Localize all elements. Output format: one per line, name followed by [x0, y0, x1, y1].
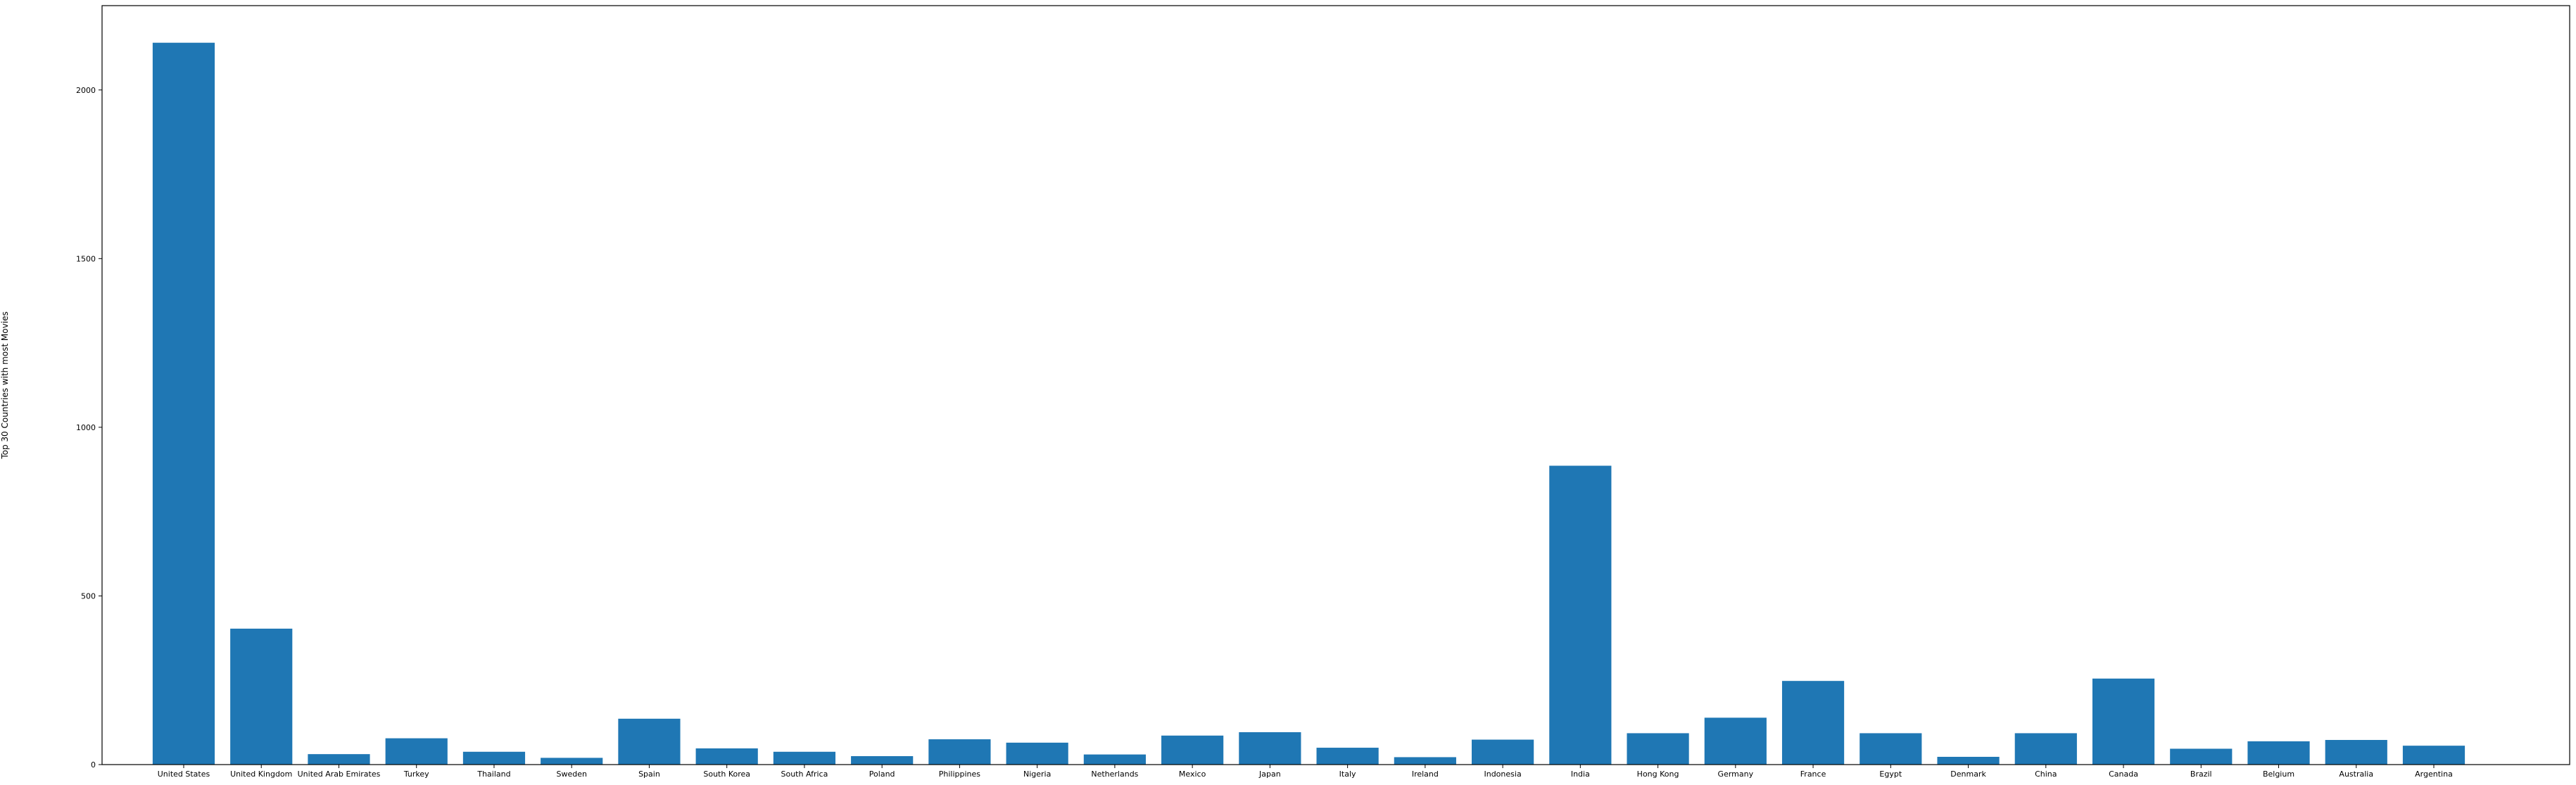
x-tick-label: Canada	[2109, 770, 2138, 779]
x-tick-label: Belgium	[2263, 770, 2294, 779]
bar-nigeria	[1006, 742, 1068, 765]
bar-poland	[851, 756, 914, 765]
bar-egypt	[1860, 733, 1922, 765]
x-tick-label: Italy	[1339, 770, 1356, 779]
bar-argentina	[2402, 746, 2465, 765]
bar-italy	[1316, 748, 1379, 765]
x-tick-label: Thailand	[476, 770, 510, 779]
bar-south-korea	[695, 748, 758, 765]
bar-mexico	[1161, 735, 1224, 765]
bar-australia	[2325, 740, 2387, 765]
bar-netherlands	[1083, 754, 1146, 765]
bar-japan	[1239, 732, 1301, 765]
bar-hong-kong	[1627, 733, 1689, 765]
bar-thailand	[462, 751, 526, 765]
bar-germany	[1704, 717, 1767, 765]
x-tick-label: France	[1800, 770, 1826, 779]
x-tick-label: Australia	[2339, 770, 2373, 779]
bar-united-kingdom	[230, 628, 293, 765]
y-axis-ticks: 0 500 1000 1500 2000	[76, 86, 102, 770]
x-tick-label: Nigeria	[1023, 770, 1051, 779]
bar-sweden	[541, 758, 603, 765]
x-tick-label: Sweden	[556, 770, 586, 779]
x-tick-label: Spain	[638, 770, 660, 779]
x-tick-label: Ireland	[1412, 770, 1439, 779]
x-tick-label: United States	[158, 770, 210, 779]
bars-group	[152, 42, 2465, 765]
x-tick-label: Mexico	[1179, 770, 1206, 779]
x-tick-label: Hong Kong	[1637, 770, 1679, 779]
bar-south-africa	[773, 751, 836, 765]
bar-united-states	[152, 42, 215, 765]
y-tick-label: 500	[81, 591, 96, 601]
x-axis-ticks: United States United Kingdom United Arab E…	[158, 765, 2453, 779]
x-tick-label: China	[2035, 770, 2057, 779]
bar-spain	[618, 718, 681, 765]
bar-philippines	[928, 739, 991, 765]
x-tick-label: United Arab Emirates	[298, 770, 381, 779]
x-tick-label: Philippines	[939, 770, 981, 779]
bar-denmark	[1937, 756, 2000, 765]
bar-turkey	[385, 738, 448, 765]
x-tick-label: Poland	[869, 770, 895, 779]
y-tick-label: 0	[91, 760, 96, 770]
x-tick-label: South Korea	[703, 770, 750, 779]
bar-belgium	[2247, 741, 2310, 765]
y-axis-label: Top 30 Countries with most Movies	[0, 311, 10, 459]
x-tick-label: United Kingdom	[230, 770, 292, 779]
bar-india	[1549, 465, 1612, 765]
x-tick-label: Denmark	[1950, 770, 1986, 779]
x-tick-label: Japan	[1258, 770, 1281, 779]
x-tick-label: Germany	[1718, 770, 1754, 779]
bar-france	[1781, 681, 1845, 765]
plot-frame	[101, 5, 2570, 765]
y-tick-label: 1000	[76, 423, 96, 432]
bar-indonesia	[1472, 739, 1534, 765]
x-tick-label: South Africa	[781, 770, 828, 779]
bar-ireland	[1394, 757, 1456, 765]
bar-brazil	[2170, 748, 2233, 765]
x-tick-label: Egypt	[1879, 770, 1902, 779]
x-tick-label: Indonesia	[1484, 770, 1521, 779]
bar-canada	[2092, 678, 2155, 765]
x-tick-label: Netherlands	[1091, 770, 1138, 779]
x-tick-label: Turkey	[403, 770, 429, 779]
y-tick-label: 1500	[76, 254, 96, 263]
bar-united-arab-emirates	[308, 754, 370, 765]
x-tick-label: Brazil	[2190, 770, 2212, 779]
bar-china	[2014, 733, 2077, 765]
x-tick-label: Argentina	[2415, 770, 2453, 779]
x-tick-label: India	[1571, 770, 1590, 779]
y-tick-label: 2000	[76, 86, 96, 95]
